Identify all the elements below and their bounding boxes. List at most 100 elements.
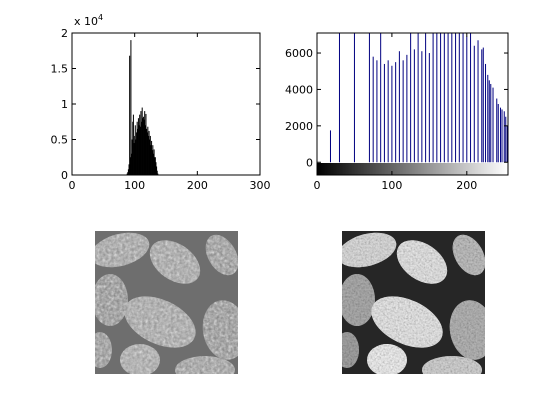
bar	[410, 33, 412, 163]
bar	[128, 164, 130, 175]
histogram-original: 0 100 200 300 0 0.5 1 1.5 2 x 104	[51, 13, 271, 192]
bar	[127, 172, 129, 175]
bar	[353, 33, 355, 163]
bar	[139, 126, 141, 175]
bar	[406, 54, 408, 163]
y-tick-label: 2000	[285, 120, 313, 133]
bar	[490, 83, 492, 163]
bar	[496, 98, 498, 163]
bar	[428, 53, 430, 163]
bar	[141, 107, 143, 175]
bar	[425, 33, 427, 163]
bar	[131, 153, 133, 175]
bar	[503, 111, 505, 163]
bar	[140, 111, 142, 175]
bar	[157, 173, 159, 175]
x-tick-label: 200	[456, 179, 477, 192]
bar	[146, 128, 148, 175]
bar	[488, 80, 490, 163]
bar	[141, 121, 143, 175]
bar	[470, 33, 472, 163]
bar	[329, 130, 331, 163]
bar	[455, 33, 457, 163]
x-tick-label: 300	[250, 179, 271, 192]
bar	[391, 65, 393, 163]
bar	[151, 140, 153, 175]
x-tick-label: 100	[124, 179, 145, 192]
bar	[338, 33, 340, 163]
bar	[417, 33, 419, 163]
y-tick-label: 6000	[285, 47, 313, 60]
histogram-equalized-y-ticks: 0 2000 4000 6000	[285, 47, 508, 169]
bar	[380, 33, 382, 163]
bar	[134, 125, 136, 175]
bar	[136, 121, 138, 175]
histogram-equalized: 0 100 200 0 2000 4000 6000	[285, 32, 509, 192]
bar	[142, 118, 144, 175]
y-tick-label: 0	[306, 156, 313, 169]
y-exponent-label: x 104	[74, 13, 103, 28]
y-tick-label: 0.5	[51, 134, 69, 147]
bar	[451, 33, 453, 163]
bar	[458, 33, 460, 163]
bar	[156, 170, 158, 175]
bar	[387, 60, 389, 163]
bar	[145, 113, 147, 175]
bar	[151, 150, 153, 175]
bar	[443, 33, 445, 163]
bar	[152, 145, 154, 175]
bar	[466, 36, 468, 163]
bar	[154, 157, 156, 175]
bar	[487, 74, 489, 163]
bar	[144, 111, 146, 175]
bar	[129, 55, 131, 175]
bar	[149, 135, 151, 175]
bar	[432, 33, 434, 163]
bar	[139, 114, 141, 175]
histogram-equalized-axes-box	[316, 32, 509, 176]
x-tick-label: 100	[381, 179, 402, 192]
bar	[376, 60, 378, 163]
bar	[136, 132, 138, 175]
bar	[372, 56, 374, 163]
bar	[148, 130, 150, 175]
bar	[155, 162, 157, 175]
pollen-equalized-image	[342, 231, 485, 374]
bar	[127, 169, 129, 175]
bar	[126, 173, 128, 175]
y-tick-label: 4000	[285, 83, 313, 96]
pollen-low-contrast-image	[95, 231, 238, 374]
bar	[154, 157, 156, 175]
bar	[477, 40, 479, 163]
bar	[137, 128, 139, 175]
bar	[129, 157, 131, 175]
y-tick-label: 2	[61, 27, 68, 40]
bar	[421, 51, 423, 163]
bar	[132, 114, 134, 175]
y-tick-label: 0	[61, 169, 68, 182]
bar	[482, 47, 484, 163]
bar	[133, 143, 135, 175]
bar	[153, 149, 155, 175]
bar	[150, 145, 152, 175]
bar	[462, 33, 464, 163]
bar	[398, 51, 400, 163]
bar	[505, 116, 507, 163]
histogram-original-bars	[126, 40, 159, 175]
bar	[147, 135, 149, 175]
bar	[497, 104, 499, 163]
bar	[436, 33, 438, 163]
histogram-equalized-x-ticks: 0 100 200	[314, 33, 477, 192]
bar	[402, 60, 404, 163]
bar	[413, 49, 415, 163]
bar	[134, 135, 136, 175]
bar	[368, 33, 370, 163]
x-tick-label: 0	[314, 179, 321, 192]
bar	[137, 118, 139, 175]
bar	[142, 116, 144, 175]
bar	[152, 153, 154, 175]
bar	[144, 125, 146, 175]
bar	[146, 132, 148, 175]
bar	[131, 139, 133, 175]
